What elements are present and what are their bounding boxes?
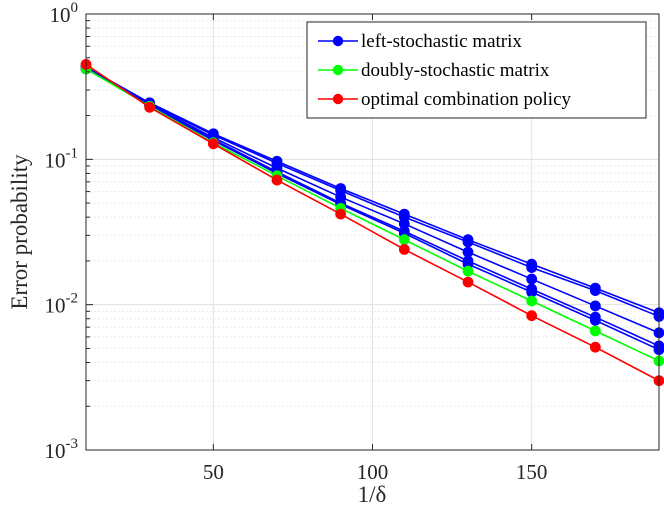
x-tick-label: 100 bbox=[357, 460, 389, 484]
y-tick-base: 10 bbox=[50, 3, 71, 27]
data-point bbox=[462, 236, 474, 248]
legend-box bbox=[306, 21, 647, 119]
y-tick-label: 10-3 bbox=[45, 436, 79, 463]
y-tick-label: 10-2 bbox=[45, 291, 79, 318]
legend: left-stochastic matrix doubly-stochastic… bbox=[306, 21, 647, 119]
series-line bbox=[85, 68, 660, 334]
legend-marker-optimal-policy bbox=[332, 93, 344, 105]
data-point bbox=[335, 208, 347, 220]
legend-marker-doubly-stochastic bbox=[332, 64, 344, 76]
data-point bbox=[207, 138, 219, 150]
data-point bbox=[462, 265, 474, 277]
y-tick-exponent: -1 bbox=[66, 145, 79, 161]
data-point bbox=[589, 285, 601, 296]
data-point bbox=[589, 325, 601, 337]
data-point bbox=[398, 234, 410, 246]
data-point bbox=[271, 174, 283, 186]
data-point bbox=[398, 244, 410, 255]
data-point bbox=[589, 300, 601, 312]
y-tick-exponent: 0 bbox=[71, 0, 79, 16]
y-tick-label: 10-1 bbox=[45, 145, 79, 172]
legend-marker-left-stochastic bbox=[332, 35, 344, 47]
legend-label-doubly-stochastic: doubly-stochastic matrix bbox=[361, 60, 550, 81]
x-axis-label: 1/δ bbox=[358, 482, 387, 507]
series-optimal-combination-policy-6 bbox=[80, 58, 664, 387]
data-point bbox=[526, 295, 538, 307]
legend-label-optimal-policy: optimal combination policy bbox=[361, 89, 572, 110]
data-point bbox=[589, 314, 601, 326]
legend-label-left-stochastic: left-stochastic matrix bbox=[361, 31, 522, 52]
y-tick-base: 10 bbox=[45, 294, 66, 318]
x-tick-label: 50 bbox=[203, 460, 224, 484]
y-tick-base: 10 bbox=[45, 148, 66, 172]
data-point bbox=[526, 273, 538, 285]
y-axis-label: Error probability bbox=[7, 154, 32, 310]
y-tick-exponent: -3 bbox=[66, 436, 79, 452]
data-point bbox=[398, 218, 410, 230]
data-point bbox=[526, 286, 538, 298]
data-series bbox=[80, 58, 664, 387]
y-tick-base: 10 bbox=[45, 439, 66, 463]
data-point bbox=[526, 262, 538, 273]
series-line bbox=[85, 68, 660, 362]
data-point bbox=[462, 276, 474, 288]
data-point bbox=[526, 310, 538, 322]
data-point bbox=[144, 101, 156, 113]
y-tick-exponent: -2 bbox=[66, 291, 79, 307]
series-line bbox=[85, 63, 660, 382]
data-point bbox=[462, 246, 474, 258]
data-point bbox=[589, 341, 601, 353]
series-line bbox=[85, 66, 660, 314]
x-tick-label: 150 bbox=[516, 460, 548, 484]
series-line bbox=[85, 66, 660, 318]
series-line bbox=[85, 68, 660, 351]
y-tick-label: 100 bbox=[50, 0, 79, 27]
